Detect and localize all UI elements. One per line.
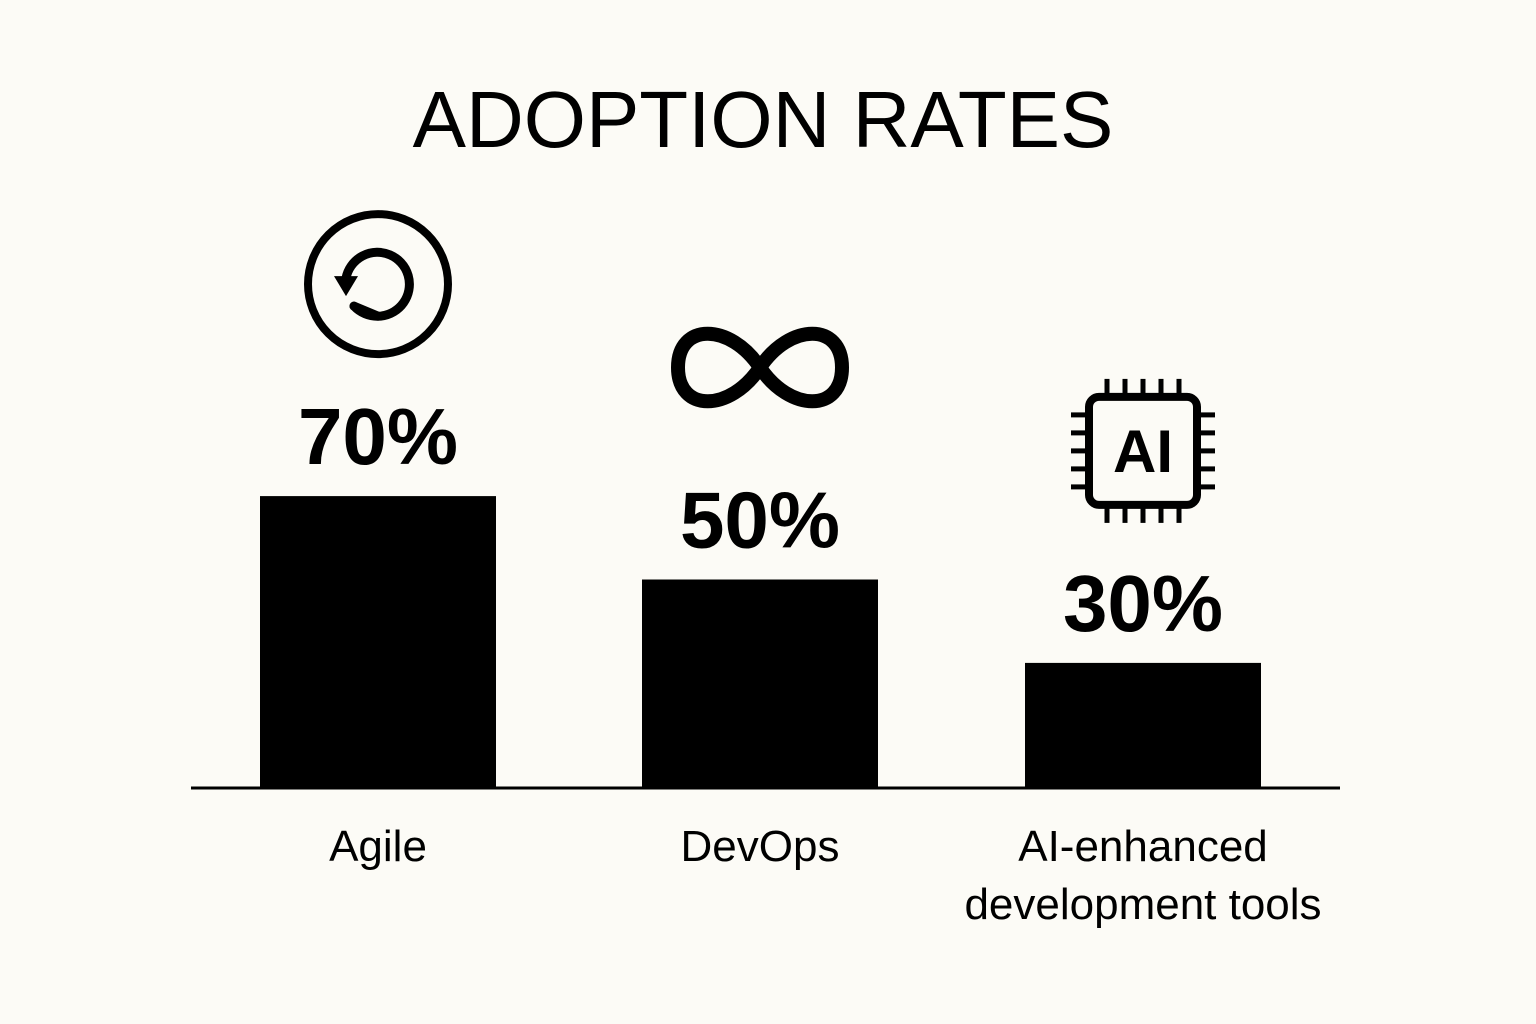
category-label-2-line-1: development tools [964, 880, 1321, 929]
ai-chip-icon-text: AI [1113, 418, 1173, 485]
value-label-0: 70% [298, 392, 458, 481]
bar-devops [642, 579, 878, 788]
category-label-1: DevOps [681, 822, 840, 871]
value-label-2: 30% [1063, 559, 1223, 648]
bar-ai-enhanced-development-tools [1025, 662, 1261, 788]
bars-layer: 70% Agile 50% DevOps 30% AI AI-enhanced develop… [260, 210, 1322, 929]
infinity-icon [671, 326, 849, 409]
category-label-0: Agile [329, 822, 427, 871]
value-label-1: 50% [680, 476, 840, 565]
ai-chip-icon: AI [1071, 378, 1215, 523]
cycle-icon [304, 210, 452, 359]
bar-agile [260, 496, 496, 788]
chart-title: ADOPTION RATES [413, 75, 1114, 164]
category-label-2-line-0: AI-enhanced [1018, 822, 1268, 871]
